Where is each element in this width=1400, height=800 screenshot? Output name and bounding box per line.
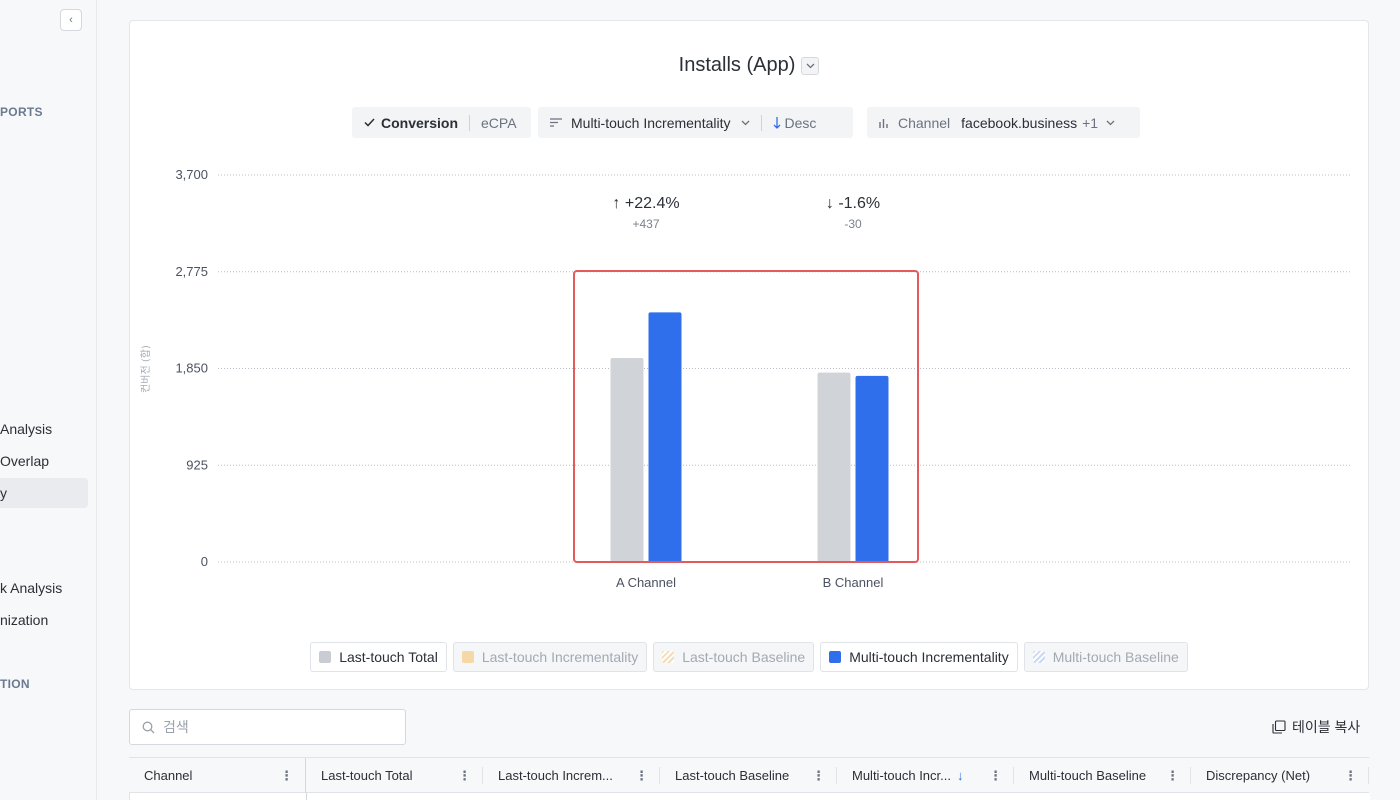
legend-swatch (1032, 651, 1045, 663)
sort-direction-label: Desc (784, 114, 817, 131)
legend-item[interactable]: Last-touch Total (310, 642, 447, 672)
search-icon (142, 721, 155, 733)
search-box (129, 709, 406, 745)
sidebar-section-reports: PORTS (0, 105, 43, 119)
metric-toggle: Conversion eCPA (352, 107, 531, 138)
bar (648, 312, 682, 562)
column-menu-icon[interactable]: ⋮ (280, 767, 293, 783)
column-menu-icon[interactable]: ⋮ (989, 767, 1002, 783)
table-header: Channel ⋮ Last-touch Total ⋮ Last-touch Incr… (129, 757, 1369, 793)
column-header[interactable]: Channel ⋮ (129, 758, 306, 793)
column-menu-icon[interactable]: ⋮ (458, 767, 471, 783)
sidebar-item-optimization[interactable]: nization (0, 612, 49, 628)
sort-lines-icon (550, 118, 562, 127)
column-menu-icon[interactable]: ⋮ (812, 767, 825, 783)
column-header-label: Last-touch Total (321, 768, 413, 783)
legend-label: Last-touch Total (339, 649, 438, 665)
sort-field-label: Multi-touch Incrementality (571, 114, 731, 131)
column-header[interactable]: Multi-touch Baseline ⋮ (1014, 758, 1191, 793)
sidebar: ‹ PORTS Analysis Overlap y k Analysis ni… (0, 0, 97, 800)
chevron-down-icon (806, 63, 815, 68)
legend-swatch (662, 651, 675, 663)
metric-conversion-button[interactable]: Conversion (381, 114, 459, 131)
divider (469, 114, 471, 131)
column-menu-icon[interactable]: ⋮ (1344, 767, 1357, 783)
y-tick-label: 0 (201, 554, 208, 569)
bar-chart-icon (879, 118, 888, 128)
legend-item[interactable]: Multi-touch Baseline (1023, 642, 1188, 672)
metric-ecpa-button[interactable]: eCPA (481, 114, 517, 131)
table-row (129, 793, 1370, 800)
column-header-label: Multi-touch Baseline (1029, 768, 1147, 783)
title-dropdown-button[interactable] (801, 56, 820, 75)
sidebar-item-incrementality[interactable]: y (0, 478, 88, 508)
column-header-label: Discrepancy (Net) (1206, 768, 1311, 783)
copy-table-button[interactable]: 테이블 복사 (1272, 717, 1360, 737)
legend-item[interactable]: Last-touch Incrementality (452, 642, 648, 672)
sidebar-item-analysis[interactable]: Analysis (0, 421, 53, 437)
bar (855, 375, 889, 562)
chevron-down-icon (1106, 120, 1115, 125)
chevron-left-icon: ‹ (69, 14, 73, 26)
highlight-box (573, 270, 919, 563)
legend-item[interactable]: Last-touch Baseline (653, 642, 815, 672)
column-header[interactable]: Discrepancy (Net) ⋮ (1191, 758, 1369, 793)
copy-icon (1272, 720, 1286, 734)
x-tick-label: B Channel (823, 575, 884, 590)
x-tick-label: A Channel (616, 575, 676, 590)
legend-label: Last-touch Incrementality (481, 649, 639, 665)
chevron-down-icon (741, 120, 749, 125)
legend-swatch (829, 651, 842, 663)
sort-direction-button[interactable]: Desc (773, 114, 817, 131)
change-percent-label: ↑ +22.4% (612, 195, 679, 212)
sidebar-section-integration: TION (0, 677, 30, 691)
check-icon (364, 118, 375, 127)
column-header-label: Multi-touch Incr... (852, 768, 951, 783)
column-menu-icon[interactable]: ⋮ (1166, 767, 1179, 783)
y-axis-label: 컨버전 (합) (140, 345, 152, 393)
column-header-label: Last-touch Increm... (498, 768, 613, 783)
legend-swatch (319, 651, 332, 663)
channel-filter-extra: +1 (1082, 114, 1099, 131)
sort-field-dropdown[interactable]: Multi-touch Incrementality (550, 115, 750, 131)
column-header[interactable]: Last-touch Increm... ⋮ (483, 758, 660, 793)
y-tick-label: 3,700 (175, 167, 208, 182)
bar-chart: 3,700 2,775 1,850 925 0 컨버전 (합) A Channel B Cha… (140, 167, 1351, 590)
channel-filter[interactable]: Channel facebook.business +1 (867, 107, 1140, 138)
legend-swatch (461, 651, 474, 663)
sidebar-item-network-analysis[interactable]: k Analysis (0, 580, 63, 596)
bar (817, 372, 851, 562)
change-diff-label: +437 (632, 217, 659, 231)
chart-card: Installs (App) Conversion eCPA Multi-tou… (129, 20, 1369, 690)
y-tick-label: 1,850 (175, 361, 208, 376)
legend-label: Last-touch Baseline (682, 649, 806, 665)
column-header[interactable]: Multi-touch Incr... ↓ ⋮ (837, 758, 1014, 793)
column-header-label: Last-touch Baseline (675, 768, 790, 783)
divider (760, 114, 762, 131)
chart-title: Installs (App) (678, 54, 796, 76)
sidebar-item-overlap[interactable]: Overlap (0, 453, 50, 469)
legend-item[interactable]: Multi-touch Incrementality (820, 642, 1018, 672)
column-header[interactable]: Last-touch Baseline ⋮ (660, 758, 837, 793)
chart-title-row: Installs (App) (130, 54, 1368, 77)
change-percent-label: ↓ -1.6% (826, 195, 880, 212)
change-diff-label: -30 (844, 217, 862, 231)
y-tick-label: 2,775 (175, 264, 208, 279)
sidebar-collapse-button[interactable]: ‹ (60, 9, 82, 31)
search-input[interactable] (161, 718, 385, 736)
legend-label: Multi-touch Incrementality (849, 649, 1009, 665)
column-header-label: Channel (144, 768, 193, 783)
column-menu-icon[interactable]: ⋮ (635, 767, 648, 783)
sort-desc-icon: ↓ (956, 768, 964, 783)
legend-label: Multi-touch Baseline (1052, 649, 1179, 665)
channel-filter-value: facebook.business (961, 114, 1078, 131)
copy-table-label: 테이블 복사 (1292, 719, 1361, 735)
arrow-down-icon (773, 116, 780, 129)
column-header[interactable]: Last-touch Total ⋮ (306, 758, 483, 793)
channel-filter-label: Channel (898, 114, 951, 131)
bar (610, 358, 644, 562)
y-tick-label: 925 (186, 457, 208, 472)
chart-legend: Last-touch Total Last-touch Incrementalit… (130, 642, 1368, 672)
sort-control: Multi-touch Incrementality Desc (538, 107, 853, 138)
